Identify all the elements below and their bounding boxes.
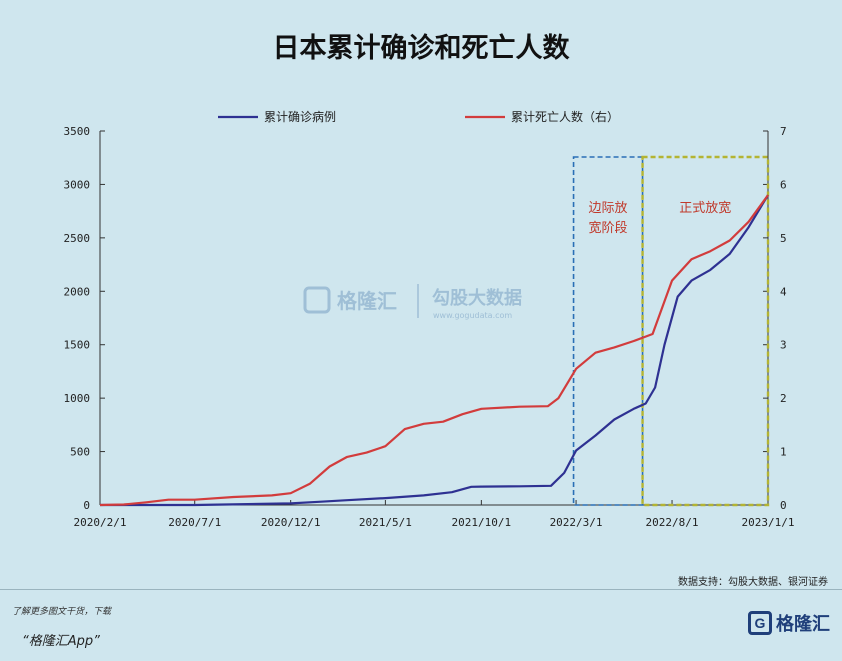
y-left-tick-label: 3500 — [64, 125, 91, 138]
x-tick-label: 2021/5/1 — [359, 516, 412, 529]
y-right-tick-label: 0 — [780, 499, 787, 512]
x-tick-label: 2022/8/1 — [646, 516, 699, 529]
y-right-tick-label: 3 — [780, 339, 787, 352]
logo-text: 格隆汇 — [776, 614, 830, 635]
annotation-label: 宽阶段 — [589, 220, 628, 236]
y-right-tick-label: 1 — [780, 446, 787, 459]
series-line — [100, 194, 769, 507]
watermark-url: www.gogudata.com — [433, 311, 512, 320]
y-right-tick-label: 5 — [780, 232, 787, 245]
x-tick-label: 2022/3/1 — [550, 516, 603, 529]
watermark-left: 格隆汇 — [337, 289, 397, 313]
x-tick-label: 2020/2/1 — [74, 516, 127, 529]
x-tick-label: 2021/10/1 — [452, 516, 512, 529]
series-line — [99, 194, 769, 507]
app-name[interactable]: “格隆汇App” — [22, 634, 100, 649]
y-left-tick-label: 3000 — [64, 178, 91, 191]
y-left-tick-label: 1500 — [64, 339, 91, 352]
legend-label: 累计死亡人数（右） — [511, 109, 619, 124]
brand-logo: G 格隆汇 — [748, 610, 830, 636]
footer-divider — [0, 589, 842, 590]
x-tick-label: 2020/7/1 — [168, 516, 221, 529]
y-left-tick-label: 2500 — [64, 232, 91, 245]
logo-g-icon: G — [748, 611, 772, 635]
y-left-tick-label: 500 — [70, 446, 90, 459]
y-right-tick-label: 4 — [780, 285, 787, 298]
y-left-tick-label: 0 — [83, 499, 90, 512]
line-chart: 3500 3000 2500 2000 1500 1000 500 0 7 6 5 4 3 2 1 0 2020… — [64, 109, 795, 529]
y-left-tick-label: 1000 — [64, 392, 91, 405]
y-left-tick-label: 2000 — [64, 285, 91, 298]
y-right-tick-label: 6 — [780, 178, 787, 191]
watermark-right: 勾股大数据 — [432, 287, 522, 309]
annotation-box — [641, 155, 770, 507]
chart-title: 日本累计确诊和死亡人数 — [272, 33, 570, 64]
annotation-label: 边际放 — [589, 201, 628, 216]
legend-label: 累计确诊病例 — [264, 109, 336, 124]
y-right-tick-label: 2 — [780, 392, 787, 405]
y-right-tick-label: 7 — [780, 125, 787, 138]
annotation-label: 正式放宽 — [679, 200, 731, 216]
x-tick-label: 2020/12/1 — [261, 516, 321, 529]
data-source: 数据支持：勾股大数据、银河证券 — [678, 577, 828, 588]
watermark-logo-icon — [303, 286, 331, 314]
x-tick-label: 2023/1/1 — [742, 516, 795, 529]
promo-text: 了解更多图文干货，下载 — [12, 607, 112, 617]
